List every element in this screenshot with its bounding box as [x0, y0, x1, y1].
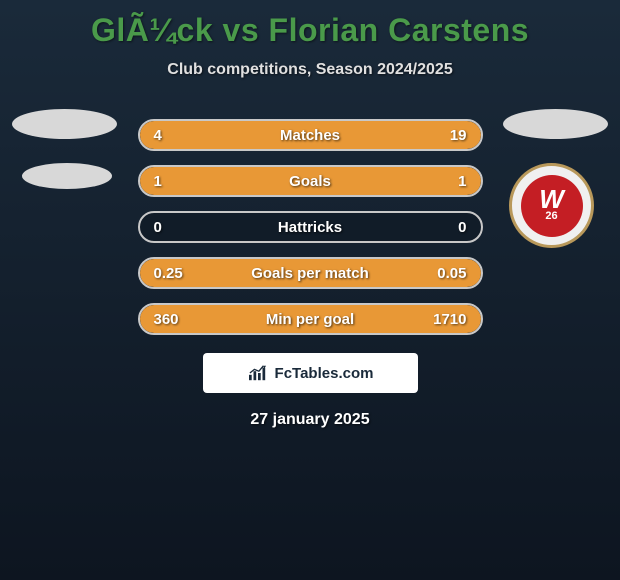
club-badge-number: 26: [545, 210, 557, 222]
comparison-title: GlÃ¼ck vs Florian Carstens: [0, 0, 620, 49]
right-player-badges: W 26: [503, 109, 608, 248]
chart-icon: [247, 364, 269, 382]
stat-label: Min per goal: [266, 311, 354, 328]
stat-row: 0 Hattricks 0: [138, 211, 483, 243]
stat-value-left: 360: [154, 311, 179, 328]
stat-row: 360 Min per goal 1710: [138, 303, 483, 335]
left-player-badges: [12, 109, 117, 213]
stat-value-right: 0.05: [437, 265, 466, 282]
stat-value-right: 0: [458, 219, 466, 236]
stat-label: Matches: [280, 127, 340, 144]
club-badge-inner: W 26: [521, 175, 583, 237]
footer-brand-text: FcTables.com: [275, 365, 374, 382]
stat-value-left: 4: [154, 127, 162, 144]
stat-value-left: 0: [154, 219, 162, 236]
comparison-date: 27 january 2025: [0, 411, 620, 429]
stats-container: W 26 4 Matches 19 1 Goals 1 0 Hattricks 0 0.25 Goa…: [0, 119, 620, 335]
player-photo-placeholder: [503, 109, 608, 139]
stat-label: Goals per match: [251, 265, 369, 282]
footer-brand-box: FcTables.com: [203, 353, 418, 393]
player-photo-placeholder: [12, 109, 117, 139]
stat-value-left: 0.25: [154, 265, 183, 282]
stat-row: 1 Goals 1: [138, 165, 483, 197]
stat-value-left: 1: [154, 173, 162, 190]
stat-row: 4 Matches 19: [138, 119, 483, 151]
comparison-subtitle: Club competitions, Season 2024/2025: [0, 61, 620, 79]
stat-value-right: 1710: [433, 311, 466, 328]
club-badge-wehen: W 26: [509, 163, 594, 248]
club-badge-initial: W: [539, 189, 564, 210]
stat-label: Hattricks: [278, 219, 342, 236]
stat-value-right: 1: [458, 173, 466, 190]
stat-label: Goals: [289, 173, 331, 190]
stat-row: 0.25 Goals per match 0.05: [138, 257, 483, 289]
club-logo-placeholder: [22, 163, 112, 189]
stat-value-right: 19: [450, 127, 467, 144]
